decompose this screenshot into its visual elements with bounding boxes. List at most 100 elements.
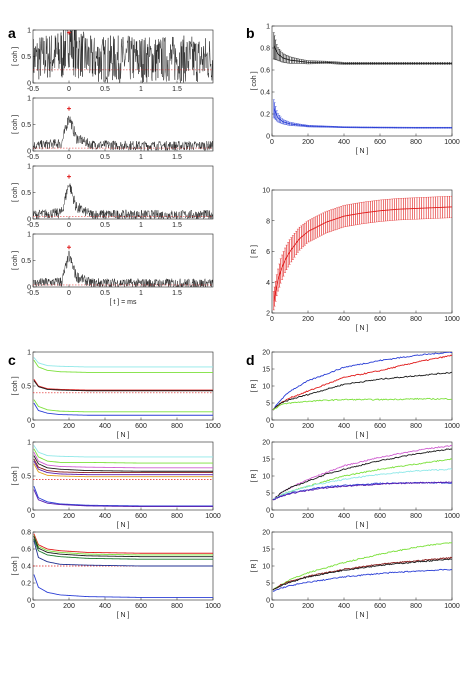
coherence-trace (33, 115, 213, 151)
y-tick-label: 4 (266, 280, 270, 287)
y-tick-label: 1 (27, 164, 31, 171)
x-tick-label: 0 (270, 423, 274, 430)
x-tick-label: 1 (139, 290, 143, 297)
x-tick-label: 600 (374, 316, 386, 323)
plot-area (33, 115, 213, 151)
series-line-black (33, 455, 213, 472)
series-line-green (33, 535, 213, 556)
x-tick-label: 1000 (444, 316, 460, 323)
coherence-trace (33, 250, 213, 287)
peak-marker (67, 245, 71, 250)
y-tick-label: 0 (27, 285, 31, 292)
series-line-darkred (272, 556, 452, 591)
x-tick-label: 400 (338, 603, 350, 610)
series-line-green (33, 359, 213, 373)
y-tick-label: 6 (266, 249, 270, 256)
series-line-cyan (33, 357, 213, 368)
y-tick-label: 0.4 (21, 564, 31, 571)
x-tick-label: 0.5 (100, 290, 110, 297)
x-tick-label: 400 (338, 423, 350, 430)
plot-area (33, 445, 213, 508)
x-tick-label: 400 (338, 139, 350, 146)
x-axis-label: [ N ] (117, 522, 130, 529)
x-tick-label: 1 (139, 86, 143, 93)
plot-frame (271, 441, 453, 511)
x-axis-label: [ N ] (356, 612, 369, 619)
y-tick-label: 15 (262, 457, 270, 464)
peak-marker (67, 174, 71, 179)
series-line-black (272, 371, 452, 411)
series-line-black (33, 380, 213, 392)
y-axis-label: [ coh ] (12, 183, 19, 202)
x-tick-label: 0.5 (100, 154, 110, 161)
y-tick-label: 0.5 (21, 54, 31, 61)
plot-area (33, 183, 213, 219)
plots-layer: -0.5 0 0.5 1 1.500.51[ coh ]-0.5 0 0.5 1 1.500.5… (12, 24, 460, 620)
x-tick-label: 200 (302, 139, 314, 146)
series-line-black (272, 558, 452, 591)
series-line-cyan (33, 445, 213, 458)
series-line-blue (33, 486, 213, 507)
x-tick-label: 0 (31, 423, 35, 430)
series-line-darkred (33, 458, 213, 474)
x-axis-label: [ N ] (356, 325, 369, 332)
series-line-green (33, 448, 213, 464)
y-axis-label: [ R ] (251, 380, 258, 393)
y-tick-label: 10 (262, 474, 270, 481)
x-tick-label: -0.5 (27, 86, 39, 93)
x-tick-label: 1000 (444, 423, 460, 430)
y-tick-label: 0 (266, 598, 270, 605)
series-line-purple (272, 481, 452, 501)
y-axis-label: [ coh ] (12, 376, 19, 395)
x-tick-label: 1.5 (172, 222, 182, 229)
series-line-orange (33, 463, 213, 478)
plot-frame (271, 531, 453, 601)
y-tick-label: 20 (262, 530, 270, 537)
peak-marker (67, 106, 71, 111)
x-tick-label: 600 (135, 423, 147, 430)
plot-area (33, 30, 213, 83)
x-tick-label: 200 (63, 603, 75, 610)
x-tick-label: 800 (410, 603, 422, 610)
x-axis-label: [ N ] (356, 522, 369, 529)
y-axis-label: [ R ] (251, 560, 258, 573)
y-tick-label: 1 (27, 440, 31, 447)
y-tick-label: 0 (27, 418, 31, 425)
series-line-blue (272, 568, 452, 592)
y-tick-label: 0.6 (260, 68, 270, 75)
x-tick-label: 600 (135, 513, 147, 520)
series-line-black (273, 45, 452, 64)
x-tick-label: 1000 (444, 603, 460, 610)
x-tick-label: 0 (270, 316, 274, 323)
panel-label-b: b (246, 25, 255, 41)
x-tick-label: 1.5 (172, 154, 182, 161)
y-tick-label: 1 (27, 232, 31, 239)
y-tick-label: 0.2 (260, 112, 270, 119)
chart-d3: 0 200 400 600 800 1000 0 5 10 15 20 [ R ] [ N ] (251, 530, 460, 620)
x-tick-label: 800 (410, 139, 422, 146)
x-tick-label: -0.5 (27, 222, 39, 229)
plot-frame (271, 25, 453, 137)
x-tick-label: 200 (302, 316, 314, 323)
x-tick-label: 0 (270, 513, 274, 520)
x-tick-label: 400 (99, 423, 111, 430)
panel-label-a: a (8, 25, 16, 41)
y-axis-label: [ coh ] (251, 71, 258, 90)
x-tick-label: 800 (410, 423, 422, 430)
y-tick-label: 10 (262, 564, 270, 571)
y-axis-label: [ R ] (251, 245, 258, 258)
chart-a3: -0.5 0 0.5 1 1.500.51[ coh ] (12, 164, 214, 229)
x-tick-label: 1000 (205, 423, 221, 430)
y-tick-label: 0 (27, 598, 31, 605)
y-tick-label: 8 (266, 218, 270, 225)
plot-area (272, 352, 452, 411)
x-tick-label: 600 (374, 139, 386, 146)
x-tick-label: 0 (270, 139, 274, 146)
chart-c1: 0 200 400 600 800 1000 0 0.5 1 [ coh ] [ N ] (12, 350, 221, 440)
panel-label-d: d (246, 352, 255, 368)
x-tick-label: 200 (302, 603, 314, 610)
series-line-red (33, 378, 213, 391)
series-line-blue (33, 402, 213, 416)
y-axis-label: [ coh ] (12, 251, 19, 270)
chart-d2: 0 200 400 600 800 1000 0 5 10 15 20 [ R ] [ N ] (251, 440, 460, 530)
